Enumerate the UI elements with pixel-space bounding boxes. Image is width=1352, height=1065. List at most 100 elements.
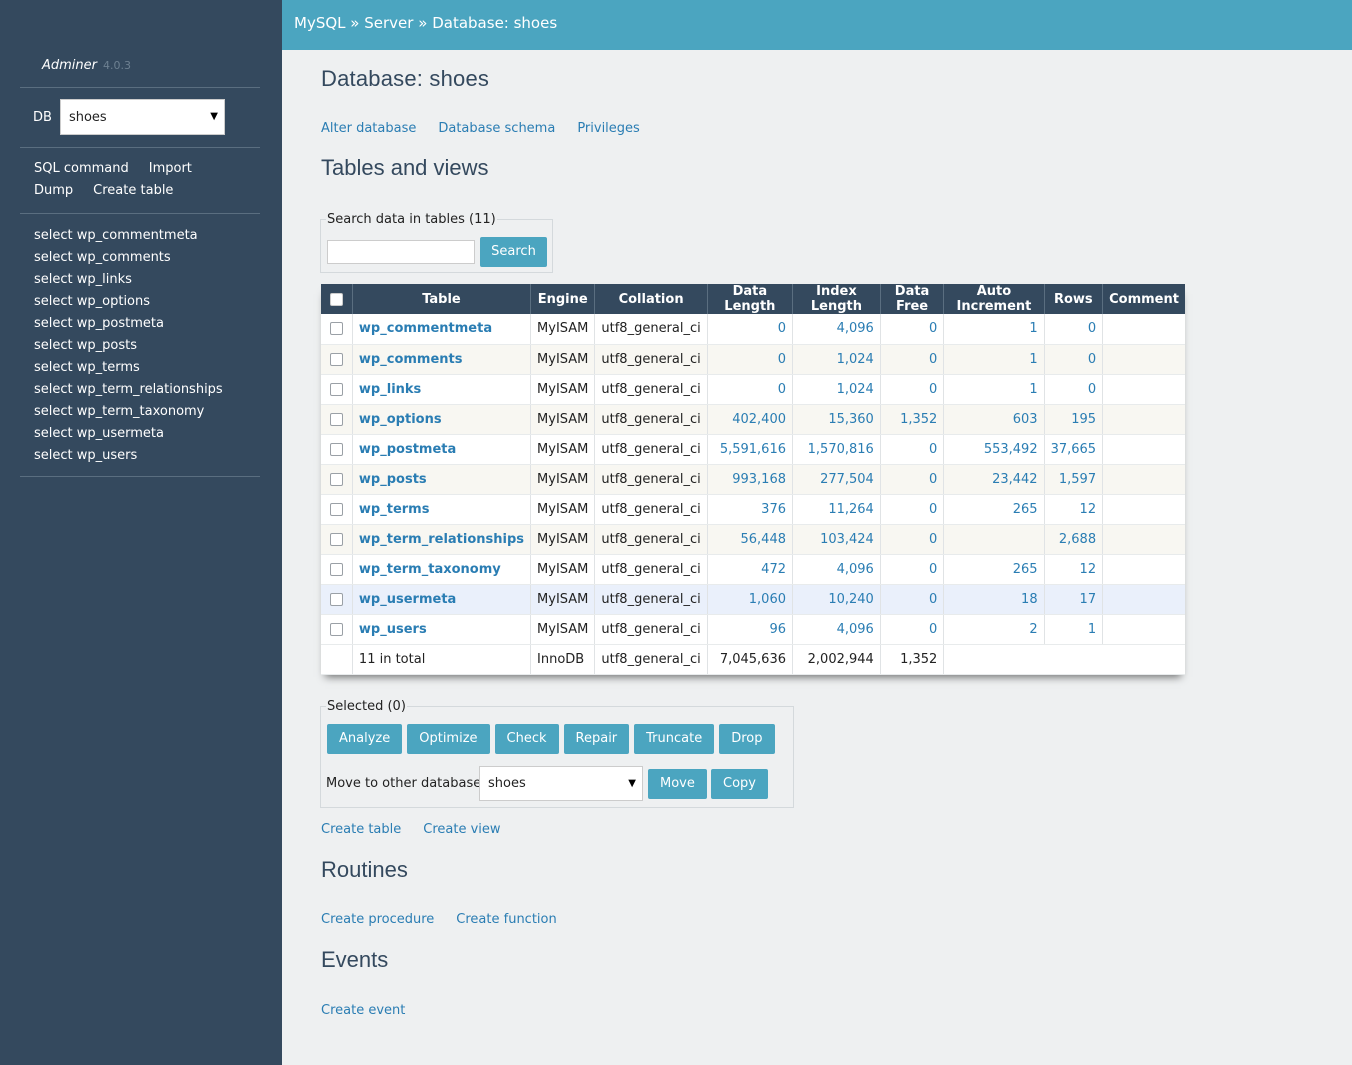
table-name-link[interactable]: wp_options xyxy=(358,411,442,427)
table-name-link[interactable]: wp_comments xyxy=(358,351,463,367)
data-length-link[interactable]: 993,168 xyxy=(732,471,786,487)
index-length-link[interactable]: 277,504 xyxy=(820,471,874,487)
rows-link[interactable]: 0 xyxy=(1087,351,1097,367)
drop-button[interactable]: Drop xyxy=(719,724,775,754)
auto-increment-link[interactable]: 2 xyxy=(1029,621,1038,637)
index-length-link[interactable]: 1,570,816 xyxy=(807,441,874,457)
app-name[interactable]: Adminer xyxy=(42,58,98,73)
data-free-link[interactable]: 0 xyxy=(929,471,938,487)
auto-increment-link[interactable]: 265 xyxy=(1012,561,1038,577)
data-free-link[interactable]: 1,352 xyxy=(900,411,938,427)
sidebar-item-wp_links[interactable]: select wp_links xyxy=(34,272,132,287)
dump-link[interactable]: Dump xyxy=(34,183,74,198)
col-data-length[interactable]: Data Length xyxy=(707,284,794,314)
data-length-link[interactable]: 96 xyxy=(769,621,786,637)
app-brand[interactable]: Adminer 4.0.3 xyxy=(42,58,131,73)
col-index-length[interactable]: Index Length xyxy=(792,284,881,314)
index-length-link[interactable]: 10,240 xyxy=(828,591,874,607)
table-name-link[interactable]: wp_posts xyxy=(358,471,427,487)
data-length-link[interactable]: 5,591,616 xyxy=(719,441,786,457)
auto-increment-link[interactable]: 265 xyxy=(1012,501,1038,517)
sidebar-item-wp_comments[interactable]: select wp_comments xyxy=(34,250,171,265)
data-length-link[interactable]: 0 xyxy=(777,321,786,337)
rows-link[interactable]: 0 xyxy=(1087,381,1097,397)
index-length-link[interactable]: 4,096 xyxy=(836,561,874,577)
move-button[interactable]: Move xyxy=(648,769,707,799)
col-collation[interactable]: Collation xyxy=(594,284,708,314)
row-checkbox[interactable] xyxy=(329,562,343,576)
rows-link[interactable]: 1,597 xyxy=(1058,471,1097,487)
col-comment[interactable]: Comment xyxy=(1102,284,1185,314)
move-db-select[interactable]: shoes ▼ xyxy=(479,766,643,801)
row-checkbox[interactable] xyxy=(329,502,343,516)
col-table[interactable]: Table xyxy=(352,284,532,314)
sidebar-item-wp_term_relationships[interactable]: select wp_term_relationships xyxy=(34,382,223,397)
auto-increment-link[interactable]: 18 xyxy=(1021,591,1038,607)
rows-link[interactable]: 195 xyxy=(1071,411,1097,427)
breadcrumb-server[interactable]: Server xyxy=(364,14,414,32)
row-checkbox[interactable] xyxy=(329,472,343,486)
analyze-button[interactable]: Analyze xyxy=(327,724,403,754)
index-length-link[interactable]: 4,096 xyxy=(836,621,874,637)
breadcrumb-mysql[interactable]: MySQL xyxy=(294,14,346,32)
db-select[interactable]: shoes ▼ xyxy=(59,99,225,135)
table-name-link[interactable]: wp_commentmeta xyxy=(358,321,493,337)
auto-increment-link[interactable]: 1 xyxy=(1029,321,1038,337)
data-free-link[interactable]: 0 xyxy=(929,531,938,547)
create-view-link[interactable]: Create view xyxy=(423,822,501,837)
rows-link[interactable]: 1 xyxy=(1087,621,1097,637)
sidebar-item-wp_options[interactable]: select wp_options xyxy=(34,294,151,309)
index-length-link[interactable]: 1,024 xyxy=(836,381,874,397)
data-length-link[interactable]: 402,400 xyxy=(732,411,786,427)
import-link[interactable]: Import xyxy=(148,161,192,176)
col-data-free[interactable]: Data Free xyxy=(880,284,945,314)
database-schema-link[interactable]: Database schema xyxy=(438,121,556,136)
row-checkbox[interactable] xyxy=(329,382,343,396)
sidebar-item-wp_terms[interactable]: select wp_terms xyxy=(34,360,140,375)
truncate-button[interactable]: Truncate xyxy=(634,724,715,754)
repair-button[interactable]: Repair xyxy=(563,724,630,754)
table-name-link[interactable]: wp_usermeta xyxy=(358,591,457,607)
data-free-link[interactable]: 0 xyxy=(929,441,938,457)
rows-link[interactable]: 12 xyxy=(1079,561,1097,577)
data-free-link[interactable]: 0 xyxy=(929,321,938,337)
sidebar-item-wp_users[interactable]: select wp_users xyxy=(34,448,138,463)
data-free-link[interactable]: 0 xyxy=(929,561,938,577)
row-checkbox[interactable] xyxy=(329,592,343,606)
copy-button[interactable]: Copy xyxy=(711,769,768,799)
create-table-link[interactable]: Create table xyxy=(321,822,402,837)
data-free-link[interactable]: 0 xyxy=(929,381,938,397)
col-rows[interactable]: Rows xyxy=(1044,284,1104,314)
rows-link[interactable]: 0 xyxy=(1087,321,1097,337)
table-name-link[interactable]: wp_users xyxy=(358,621,427,637)
index-length-link[interactable]: 11,264 xyxy=(828,501,874,517)
index-length-link[interactable]: 103,424 xyxy=(820,531,874,547)
data-free-link[interactable]: 0 xyxy=(929,351,938,367)
row-checkbox[interactable] xyxy=(329,352,343,366)
create-table-link[interactable]: Create table xyxy=(93,183,174,198)
rows-link[interactable]: 12 xyxy=(1079,501,1097,517)
auto-increment-link[interactable]: 23,442 xyxy=(992,471,1038,487)
rows-link[interactable]: 2,688 xyxy=(1058,531,1097,547)
sidebar-item-wp_usermeta[interactable]: select wp_usermeta xyxy=(34,426,164,441)
data-length-link[interactable]: 56,448 xyxy=(740,531,787,547)
auto-increment-link[interactable]: 1 xyxy=(1029,351,1038,367)
row-checkbox[interactable] xyxy=(329,622,343,636)
sidebar-item-wp_term_taxonomy[interactable]: select wp_term_taxonomy xyxy=(34,404,205,419)
data-free-link[interactable]: 0 xyxy=(929,501,938,517)
auto-increment-link[interactable]: 1 xyxy=(1029,381,1038,397)
table-name-link[interactable]: wp_term_taxonomy xyxy=(358,561,501,577)
row-checkbox[interactable] xyxy=(329,532,343,546)
data-length-link[interactable]: 0 xyxy=(777,351,786,367)
index-length-link[interactable]: 4,096 xyxy=(836,321,874,337)
sql-command-link[interactable]: SQL command xyxy=(34,161,129,176)
data-length-link[interactable]: 0 xyxy=(777,381,786,397)
check-button[interactable]: Check xyxy=(494,724,559,754)
row-checkbox[interactable] xyxy=(329,442,343,456)
table-name-link[interactable]: wp_links xyxy=(358,381,422,397)
table-name-link[interactable]: wp_term_relationships xyxy=(358,531,525,547)
alter-database-link[interactable]: Alter database xyxy=(321,121,417,136)
data-length-link[interactable]: 1,060 xyxy=(748,591,786,607)
data-free-link[interactable]: 0 xyxy=(929,591,938,607)
row-checkbox[interactable] xyxy=(329,322,343,336)
